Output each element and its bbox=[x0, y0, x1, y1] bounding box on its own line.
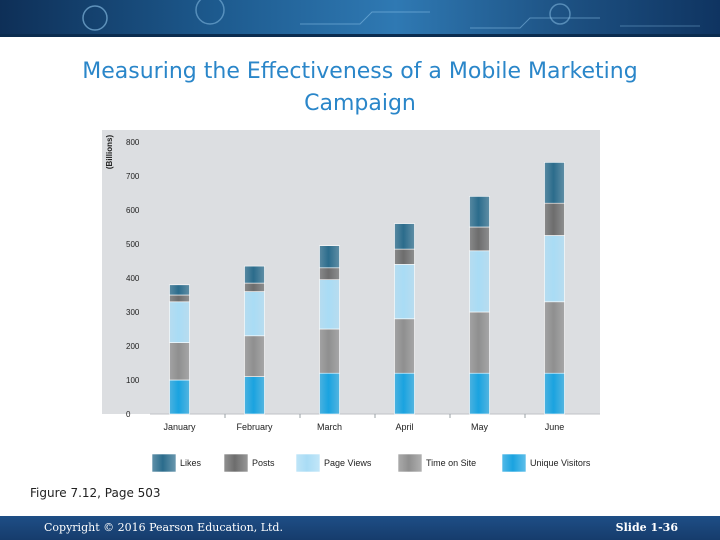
y-tick-label: 400 bbox=[126, 274, 140, 283]
figure-caption: Figure 7.12, Page 503 bbox=[30, 486, 161, 500]
bar-segment-posts bbox=[394, 248, 415, 265]
bar-segment-page-views bbox=[244, 291, 265, 337]
legend-label: Likes bbox=[180, 458, 202, 468]
bar-segment-page-views bbox=[169, 301, 190, 343]
y-tick-label: 100 bbox=[126, 376, 140, 385]
bar-segment-likes bbox=[469, 196, 490, 228]
bar-segment-likes bbox=[319, 245, 340, 269]
y-tick-label: 700 bbox=[126, 172, 140, 181]
x-tick-label: May bbox=[471, 422, 489, 432]
bar-segment-likes bbox=[244, 265, 265, 284]
bar-segment-posts bbox=[319, 267, 340, 280]
header-divider bbox=[0, 34, 720, 37]
bar-segment-unique-visitors bbox=[244, 376, 265, 415]
legend-swatch bbox=[501, 453, 527, 473]
bar-segment-unique-visitors bbox=[469, 372, 490, 415]
legend-label: Page Views bbox=[324, 458, 372, 468]
bar-segment-time-on-site bbox=[469, 311, 490, 374]
y-tick-label: 600 bbox=[126, 206, 140, 215]
slide-title: Measuring the Effectiveness of a Mobile … bbox=[82, 59, 638, 116]
bar-segment-unique-visitors bbox=[169, 379, 190, 415]
y-axis-title: (Billions) bbox=[105, 135, 114, 170]
y-tick-label: 800 bbox=[126, 138, 140, 147]
bar-segment-posts bbox=[169, 294, 190, 303]
legend-swatch bbox=[223, 453, 249, 473]
x-tick-label: February bbox=[236, 422, 273, 432]
bar-segment-posts bbox=[244, 282, 265, 292]
bar-segment-unique-visitors bbox=[394, 372, 415, 415]
x-tick-label: March bbox=[317, 422, 342, 432]
bar-segment-page-views bbox=[469, 250, 490, 313]
bar-segment-page-views bbox=[319, 279, 340, 330]
bar-segment-likes bbox=[169, 284, 190, 296]
bar-segment-unique-visitors bbox=[319, 372, 340, 415]
bar-segment-time-on-site bbox=[319, 328, 340, 374]
legend-label: Time on Site bbox=[426, 458, 476, 468]
x-tick-label: June bbox=[545, 422, 565, 432]
bar-segment-likes bbox=[544, 162, 565, 204]
bar-segment-posts bbox=[469, 226, 490, 252]
y-tick-label: 300 bbox=[126, 308, 140, 317]
y-tick-label: 0 bbox=[126, 410, 131, 419]
bar-segment-time-on-site bbox=[394, 318, 415, 374]
header-banner bbox=[0, 0, 720, 34]
decorative-circuit-pattern bbox=[82, 0, 700, 31]
legend-swatch bbox=[151, 453, 177, 473]
footer-bar: Copyright © 2016 Pearson Education, Ltd.… bbox=[0, 516, 720, 540]
x-tick-label: April bbox=[395, 422, 413, 432]
legend-label: Posts bbox=[252, 458, 275, 468]
slide-number: Slide 1-36 bbox=[615, 521, 678, 534]
y-tick-label: 500 bbox=[126, 240, 140, 249]
bar-segment-page-views bbox=[394, 264, 415, 320]
y-tick-label: 200 bbox=[126, 342, 140, 351]
bar-segment-time-on-site bbox=[544, 301, 565, 374]
copyright-text: Copyright © 2016 Pearson Education, Ltd. bbox=[44, 521, 283, 534]
bar-segment-time-on-site bbox=[244, 335, 265, 377]
legend-swatch bbox=[397, 453, 423, 473]
legend-label: Unique Visitors bbox=[530, 458, 591, 468]
x-tick-label: January bbox=[163, 422, 196, 432]
bar-segment-page-views bbox=[544, 235, 565, 303]
legend-swatch bbox=[295, 453, 321, 473]
bar-segment-unique-visitors bbox=[544, 372, 565, 415]
bar-segment-likes bbox=[394, 223, 415, 250]
bar-segment-posts bbox=[544, 202, 565, 236]
bar-segment-time-on-site bbox=[169, 342, 190, 381]
